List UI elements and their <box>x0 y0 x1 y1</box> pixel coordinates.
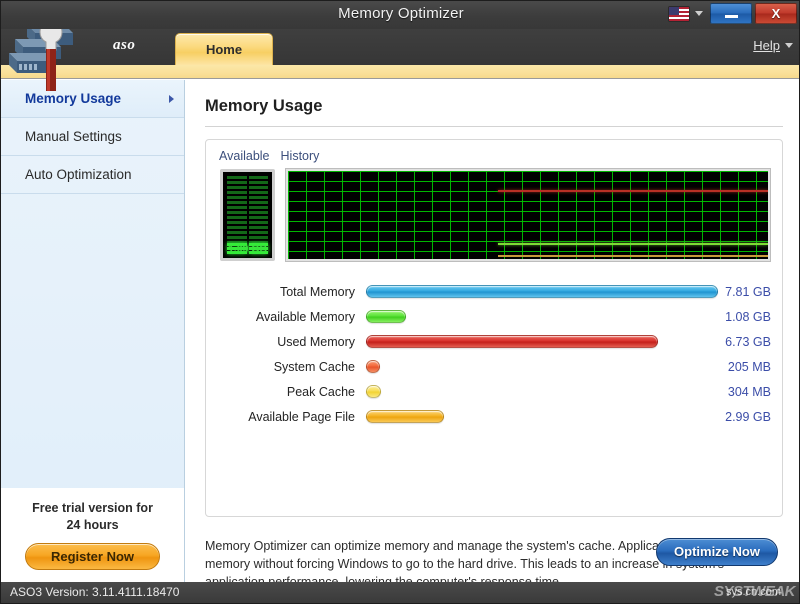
systweak-watermark: SYSTWEAK <box>713 583 796 600</box>
bar-label: Used Memory <box>277 334 355 349</box>
minimize-button[interactable] <box>710 3 752 24</box>
gauge-bars <box>226 175 269 255</box>
bar-fill <box>366 385 381 398</box>
bar-row-used-memory: Used Memory 6.73 GB <box>206 329 784 354</box>
bar-row-available-page-file: Available Page File 2.99 GB <box>206 404 784 429</box>
bar-label: Peak Cache <box>286 384 355 399</box>
status-bar: ASO3 Version: 3.11.4111.18470 SYSTWEAK s… <box>1 582 799 603</box>
available-memory-gauge: 1.09 GB <box>220 169 275 261</box>
sidebar-item-memory-usage[interactable]: Memory Usage <box>1 80 184 118</box>
sidebar: Memory Usage Manual Settings Auto Optimi… <box>1 80 185 584</box>
bar-label: System Cache <box>273 359 355 374</box>
optimize-now-button[interactable]: Optimize Now <box>656 538 778 566</box>
bar-track <box>366 379 721 404</box>
trial-text: Free trial version for 24 hours <box>9 500 176 534</box>
bar-fill <box>366 360 380 373</box>
window-title: Memory Optimizer <box>338 5 464 22</box>
bar-fill <box>366 410 444 423</box>
help-menu[interactable]: Help <box>753 38 793 53</box>
close-button[interactable]: X <box>755 3 797 24</box>
chart-grid <box>288 171 768 259</box>
bar-label: Total Memory <box>279 284 355 299</box>
window-controls: X <box>668 3 797 24</box>
help-label: Help <box>753 38 780 53</box>
tab-available[interactable]: Available <box>219 149 270 163</box>
sidebar-item-auto-optimization[interactable]: Auto Optimization <box>1 156 184 194</box>
brand-logo-text: aso <box>113 37 136 53</box>
bar-row-total-memory: Total Memory 7.81 GB <box>206 279 784 304</box>
bar-value: 1.08 GB <box>725 309 771 324</box>
tab-home[interactable]: Home <box>175 33 273 65</box>
tab-history[interactable]: History <box>280 149 320 163</box>
main-content: Memory Usage Available History 1.09 GB <box>186 80 799 589</box>
memory-bars-list: Total Memory 7.81 GB Available Memory 1.… <box>206 279 784 429</box>
trial-notice: Free trial version for 24 hours Register… <box>1 488 184 584</box>
language-chevron-down-icon[interactable] <box>695 11 703 16</box>
minimize-icon <box>724 14 738 18</box>
chevron-right-icon <box>169 94 174 103</box>
bar-value: 2.99 GB <box>725 409 771 424</box>
bar-value: 7.81 GB <box>725 284 771 299</box>
version-label: ASO3 Version: 3.11.4111.18470 <box>10 585 180 599</box>
gauge-column <box>248 176 268 254</box>
page-title: Memory Usage <box>205 97 323 115</box>
us-flag-icon[interactable] <box>668 5 690 22</box>
register-now-button[interactable]: Register Now <box>25 543 160 570</box>
trial-line-2: 24 hours <box>66 518 119 532</box>
gauge-value-label: 1.09 GB <box>227 243 268 255</box>
header-accent-band <box>1 65 799 79</box>
bar-track <box>366 404 721 429</box>
sidebar-item-manual-settings[interactable]: Manual Settings <box>1 118 184 156</box>
bar-fill <box>366 335 658 348</box>
history-trace-page-file <box>498 255 768 257</box>
sidebar-item-label: Manual Settings <box>25 129 122 144</box>
bar-track <box>366 329 721 354</box>
bar-value: 6.73 GB <box>725 334 771 349</box>
history-trace-available-memory <box>498 243 768 245</box>
bar-track <box>366 354 721 379</box>
graph-view-tabs: Available History <box>219 149 319 163</box>
bar-fill <box>366 310 406 323</box>
flag-canton <box>669 6 679 15</box>
bar-label: Available Memory <box>255 309 355 324</box>
bar-fill <box>366 285 718 298</box>
history-trace-used-memory <box>498 190 768 192</box>
bar-track <box>366 304 721 329</box>
sidebar-item-label: Auto Optimization <box>25 167 132 182</box>
app-header: aso Home Help <box>1 29 799 65</box>
memory-history-chart <box>285 168 771 262</box>
title-divider <box>205 126 783 127</box>
bar-value: 205 MB <box>727 359 771 374</box>
bar-row-system-cache: System Cache 205 MB <box>206 354 784 379</box>
bar-label: Available Page File <box>248 409 355 424</box>
bar-row-peak-cache: Peak Cache 304 MB <box>206 379 784 404</box>
gauge-column <box>227 176 247 254</box>
overlay-watermark: sys.cn.com <box>725 586 781 598</box>
bar-value: 304 MB <box>727 384 771 399</box>
bar-row-available-memory: Available Memory 1.08 GB <box>206 304 784 329</box>
title-bar: Memory Optimizer X <box>1 1 799 29</box>
bar-track <box>366 279 721 304</box>
trial-line-1: Free trial version for <box>32 501 153 515</box>
chevron-down-icon <box>785 43 793 48</box>
sidebar-item-label: Memory Usage <box>25 91 122 106</box>
memory-panel: Available History 1.09 GB <box>205 139 783 517</box>
